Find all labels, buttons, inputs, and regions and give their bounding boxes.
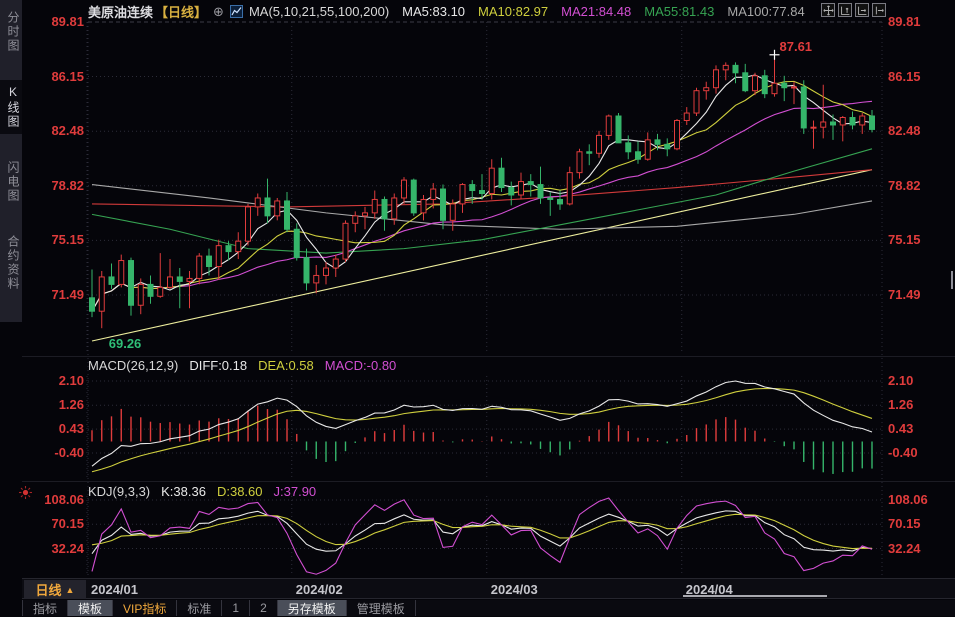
price-axis-label-right: 75.15	[888, 232, 921, 248]
price-axis-label-right: 71.49	[888, 286, 921, 302]
kdj-d-value: D:38.60	[216, 484, 263, 499]
chart-header: 美原油连续 【日线】 ⊕ MA(5,10,21,55,100,200) MA5:…	[88, 3, 805, 21]
period-arrow-icon: ▲	[65, 584, 75, 595]
macd-axis-label-left: 2.10	[58, 373, 84, 389]
kdj-title[interactable]: KDJ(9,3,3)	[88, 484, 151, 499]
ma5-value: MA5:83.10	[402, 4, 466, 19]
price-axis-label-right: 78.82	[888, 177, 921, 193]
macd-axis-label-right: 1.26	[888, 397, 914, 413]
kdj-axis-label-right: 70.15	[888, 516, 921, 532]
toolbar-item-vip-indicators[interactable]: VIP指标	[113, 600, 178, 616]
period-label: 日线	[35, 583, 62, 598]
scale-horizontal-icon[interactable]	[855, 3, 869, 17]
price-axis-label-left: 75.15	[51, 232, 84, 248]
move-icon[interactable]	[821, 3, 835, 17]
kdj-axis-label-left: 108.06	[44, 491, 84, 507]
macd-dea-value: DEA:0.58	[258, 358, 314, 373]
price-axis-label-left: 86.15	[51, 68, 84, 84]
kdj-axis-label-left: 32.24	[51, 540, 84, 556]
macd-diff-value: DIFF:0.18	[189, 358, 248, 373]
price-axis-label-left: 82.48	[51, 123, 84, 139]
peak-annotation: 87.61	[779, 38, 813, 54]
toolbar-item-save-template[interactable]: 另存模板	[277, 600, 347, 616]
bottom-toolbar: 指标 模板 VIP指标 标准 1 2 另存模板 管理模板	[22, 600, 955, 616]
toolbar-item-2[interactable]: 2	[250, 600, 278, 616]
macd-kdj-separator	[22, 481, 955, 482]
ma10-value: MA10:82.97	[478, 4, 549, 19]
macd-axis-label-right: 0.43	[888, 421, 914, 437]
macd-header: MACD(26,12,9) DIFF:0.18 DEA:0.58 MACD:-0…	[88, 358, 396, 373]
date-axis	[22, 578, 955, 599]
pan-right-icon[interactable]	[872, 3, 886, 17]
left-sidebar: 分时图 K线图 闪电图 合约资料	[0, 0, 22, 616]
kdj-j-value: J:37.90	[273, 484, 317, 499]
date-label: 2024/04	[685, 582, 733, 597]
sidebar-tab-lightning-chart[interactable]: 闪电图	[6, 161, 20, 203]
window-controls	[821, 3, 886, 17]
ma55-value: MA55:81.43	[644, 4, 715, 19]
sidebar-tab-time-chart[interactable]: 分时图	[6, 11, 20, 53]
date-label: 2024/03	[490, 582, 538, 597]
toolbar-item-indicators[interactable]: 指标	[22, 600, 69, 616]
date-label: 2024/01	[91, 582, 138, 597]
indicator-settings-icon[interactable]	[18, 485, 33, 500]
toolbar-item-templates[interactable]: 模板	[68, 600, 114, 616]
macd-title[interactable]: MACD(26,12,9)	[88, 358, 179, 373]
kdj-axis-label-right: 32.24	[888, 540, 921, 556]
period-selector[interactable]: 日线 ▲	[24, 580, 86, 599]
price-axis-label-left: 89.81	[51, 14, 84, 29]
symbol-title: 美原油连续	[88, 5, 154, 20]
macd-axis-label-left: 1.26	[58, 397, 84, 413]
add-indicator-icon[interactable]: ⊕	[213, 3, 224, 19]
sidebar-tab-strip: 分时图 K线图 闪电图 合约资料	[0, 0, 22, 322]
scale-vertical-icon[interactable]	[838, 3, 852, 17]
macd-axis-label-left: -0.40	[54, 445, 84, 461]
chart-type-icon[interactable]	[229, 5, 243, 18]
macd-axis-label-right: 2.10	[888, 373, 914, 389]
main-macd-separator	[22, 356, 955, 357]
toolbar-item-standard[interactable]: 标准	[177, 600, 223, 616]
sidebar-tab-contract-info[interactable]: 合约资料	[6, 235, 20, 291]
price-axis-label-left: 78.82	[51, 177, 84, 193]
macd-axis-label-left: 0.43	[58, 421, 84, 437]
kdj-axis-label-right: 108.06	[888, 491, 928, 507]
sidebar-tab-kline-chart[interactable]: K线图	[0, 80, 22, 134]
h-scrollbar-thumb[interactable]	[683, 595, 827, 597]
toolbar-item-manage-template[interactable]: 管理模板	[347, 600, 416, 616]
kdj-k-value: K:38.36	[161, 484, 206, 499]
macd-value: MACD:-0.80	[324, 358, 397, 373]
ma21-value: MA21:84.48	[561, 4, 632, 19]
toolbar-item-1[interactable]: 1	[222, 600, 251, 616]
v-scrollbar-thumb[interactable]	[951, 271, 953, 289]
period-tag: 【日线】	[155, 5, 208, 20]
macd-axis-label-right: -0.40	[888, 445, 918, 461]
kdj-header: KDJ(9,3,3) K:38.36 D:38.60 J:37.90	[88, 484, 316, 499]
kdj-axis-label-left: 70.15	[51, 516, 84, 532]
price-axis-label-right: 89.81	[888, 14, 921, 29]
date-label: 2024/02	[295, 582, 343, 597]
price-axis-label-right: 86.15	[888, 68, 921, 84]
price-axis-label-right: 82.48	[888, 123, 921, 139]
ma-group-label: MA(5,10,21,55,100,200)	[248, 4, 390, 19]
ma100-value: MA100:77.84	[727, 4, 805, 19]
low-annotation: 69.26	[108, 336, 142, 352]
price-axis-label-left: 71.49	[51, 286, 84, 302]
